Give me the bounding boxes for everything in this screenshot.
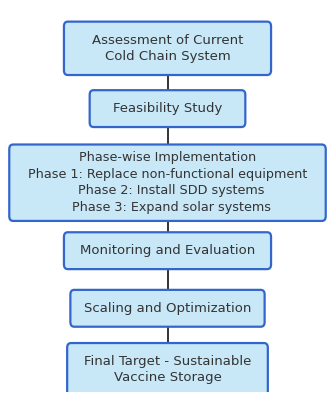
FancyBboxPatch shape <box>64 232 271 269</box>
Text: Assessment of Current
Cold Chain System: Assessment of Current Cold Chain System <box>92 34 243 63</box>
FancyBboxPatch shape <box>70 290 265 327</box>
FancyBboxPatch shape <box>9 144 326 221</box>
FancyBboxPatch shape <box>90 90 245 127</box>
Text: Final Target - Sustainable
Vaccine Storage: Final Target - Sustainable Vaccine Stora… <box>84 355 251 384</box>
Text: Phase-wise Implementation
Phase 1: Replace non-functional equipment
  Phase 2: I: Phase-wise Implementation Phase 1: Repla… <box>28 152 307 214</box>
Text: Feasibility Study: Feasibility Study <box>113 102 222 115</box>
FancyBboxPatch shape <box>64 22 271 75</box>
FancyBboxPatch shape <box>67 343 268 396</box>
Text: Monitoring and Evaluation: Monitoring and Evaluation <box>80 244 255 257</box>
Text: Scaling and Optimization: Scaling and Optimization <box>84 302 251 315</box>
